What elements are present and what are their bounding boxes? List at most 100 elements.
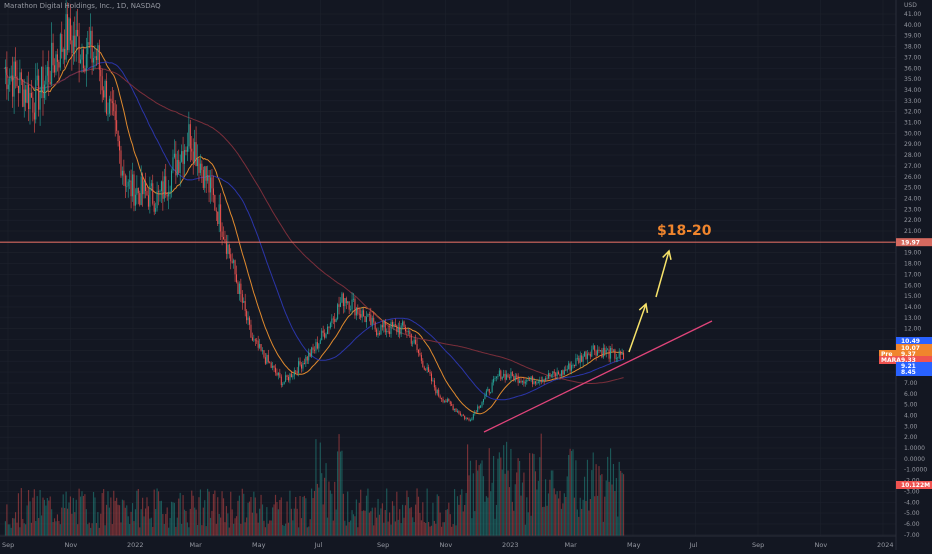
volume-bar xyxy=(313,490,316,536)
candle-body xyxy=(132,174,134,197)
candle-body xyxy=(563,369,565,375)
time-tick-label: Mar xyxy=(565,541,578,549)
candle-body xyxy=(618,351,620,358)
volume-bar xyxy=(513,510,515,536)
volume-bar xyxy=(318,487,320,536)
volume-bar xyxy=(196,525,199,536)
price-tick-label: 41.00 xyxy=(904,11,921,18)
volume-bar xyxy=(101,493,103,536)
resistance-price-tag-value: 19.97 xyxy=(901,239,920,246)
volume-bar xyxy=(205,526,207,536)
candle-body xyxy=(230,254,232,262)
volume-bar xyxy=(354,516,356,536)
volume-bar xyxy=(428,521,430,536)
candle-body xyxy=(364,316,366,323)
volume-bar xyxy=(422,502,424,536)
arrow-up-1[interactable] xyxy=(628,303,647,353)
candle-body xyxy=(253,339,255,341)
volume-bar xyxy=(94,497,96,536)
arrow-up-1-head xyxy=(638,302,649,314)
candle-body xyxy=(345,298,347,304)
candle-body xyxy=(244,301,246,311)
volume-bar xyxy=(9,524,11,536)
candle-body xyxy=(299,361,301,365)
ma-mid-line xyxy=(3,61,624,401)
volume-bar xyxy=(251,512,253,536)
candle-body xyxy=(455,408,457,412)
volume-bar xyxy=(283,525,285,536)
candle-body xyxy=(537,382,539,384)
candle-body xyxy=(576,358,578,359)
volume-bar xyxy=(202,507,204,536)
volume-bar xyxy=(552,470,554,536)
volume-bar xyxy=(360,489,362,536)
volume-bar xyxy=(87,524,89,536)
candle-body xyxy=(481,402,483,406)
volume-bar xyxy=(79,496,82,536)
volume-bar xyxy=(452,524,454,536)
volume-bar xyxy=(494,518,496,536)
candle-body xyxy=(604,347,606,353)
time-tick-label: Mar xyxy=(190,541,203,549)
volume-bar xyxy=(472,473,474,536)
candle-body xyxy=(7,84,9,90)
volume-bar xyxy=(192,495,194,536)
candle-body xyxy=(331,318,333,323)
candle-body xyxy=(198,158,200,173)
candle-body xyxy=(289,373,291,381)
price-tag-value: 10.07 xyxy=(901,345,920,352)
arrow-up-2[interactable] xyxy=(655,250,670,298)
candle-body xyxy=(19,72,21,94)
candle-body xyxy=(272,365,274,368)
candle-body xyxy=(494,377,496,379)
price-tag xyxy=(896,481,932,489)
candle-body xyxy=(126,186,128,188)
candle-body xyxy=(550,375,552,377)
candle-body xyxy=(88,42,90,45)
candle-body xyxy=(95,56,97,60)
candle-body xyxy=(32,97,34,113)
moving-averages xyxy=(3,45,624,415)
volume-bar xyxy=(130,511,132,536)
candle-body xyxy=(302,363,304,369)
candle-body xyxy=(152,183,154,204)
volume-bar xyxy=(339,451,342,536)
volume-bar xyxy=(536,489,538,536)
volume-bar xyxy=(259,508,261,536)
candle-body xyxy=(277,372,279,376)
volume-bar xyxy=(579,497,581,536)
volume-bar xyxy=(329,490,331,536)
volume-bar xyxy=(100,513,102,536)
candle-body xyxy=(497,376,499,377)
candle-body xyxy=(150,183,152,187)
volume-bar xyxy=(363,510,365,536)
volume-bar xyxy=(287,522,290,536)
price-tick-label: 22.00 xyxy=(904,217,921,224)
candle-body xyxy=(227,244,229,254)
candle-body xyxy=(559,374,561,377)
volume-bar xyxy=(217,497,219,536)
price-tag xyxy=(896,362,932,370)
candle-body xyxy=(383,321,385,328)
volume-bar xyxy=(376,517,378,536)
volume-bar xyxy=(157,491,160,536)
volume-bar xyxy=(348,522,350,536)
volume-bar xyxy=(467,444,469,536)
time-tick-label: Nov xyxy=(815,541,828,549)
candle-body xyxy=(178,159,180,173)
volume-bar xyxy=(241,488,243,536)
candle-body xyxy=(360,314,362,318)
volume-bar xyxy=(81,491,83,536)
candle-body xyxy=(491,382,493,392)
candle-body xyxy=(4,66,6,69)
support-trendline[interactable] xyxy=(483,320,713,433)
candle-body xyxy=(598,349,600,351)
volume-bar xyxy=(326,517,329,536)
volume-bar xyxy=(29,501,31,536)
volume-bar xyxy=(277,509,279,536)
candle-body xyxy=(378,333,380,335)
volume-bar xyxy=(497,458,499,536)
